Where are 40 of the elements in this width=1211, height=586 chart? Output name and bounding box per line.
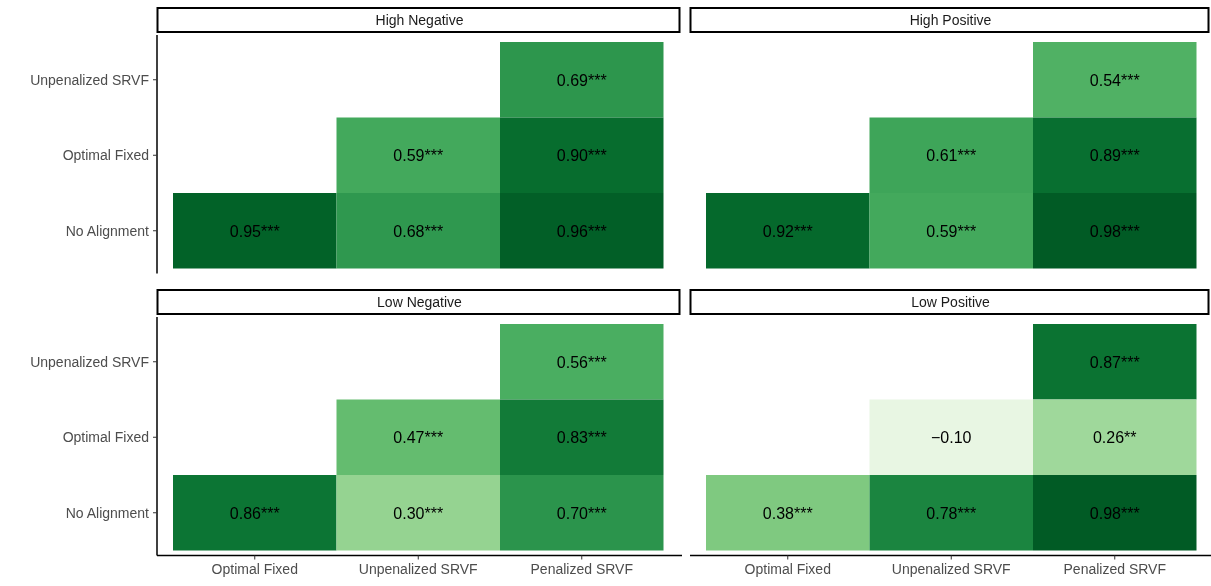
chart-title: Low Negative: [377, 294, 463, 310]
x-tick-label: Optimal Fixed: [211, 560, 298, 577]
x-tick-label: Unpenalized SRVF: [891, 560, 1011, 577]
chart-title: High Positive: [909, 12, 992, 28]
data-label: 0.47***: [393, 429, 444, 447]
y-tick-label: Optimal Fixed: [62, 147, 149, 164]
data-label: 0.59***: [926, 222, 977, 240]
x-tick-label: Penalized SRVF: [530, 560, 633, 577]
data-label: 0.92***: [762, 222, 813, 240]
data-label: 0.54***: [1089, 71, 1140, 89]
x-tick-label: Unpenalized SRVF: [358, 560, 478, 577]
data-label: 0.68***: [393, 222, 444, 240]
data-label: 0.69***: [556, 71, 607, 89]
y-tick-label: No Alignment: [65, 222, 150, 239]
data-label: 0.83***: [556, 429, 607, 447]
data-label: 0.89***: [1089, 147, 1140, 165]
data-label: 0.98***: [1089, 222, 1140, 240]
data-label: 0.61***: [926, 147, 977, 165]
data-label: 0.98***: [1089, 504, 1140, 522]
data-label: 0.87***: [1089, 353, 1140, 371]
data-label: 0.30***: [393, 504, 444, 522]
x-tick-label: Penalized SRVF: [1063, 560, 1166, 577]
chart-title: Low Positive: [911, 294, 991, 310]
chart-title: High Negative: [375, 12, 464, 28]
data-label: 0.56***: [556, 353, 607, 371]
data-label: 0.95***: [229, 222, 280, 240]
y-tick-label: No Alignment: [65, 504, 150, 521]
data-label: 0.90***: [556, 147, 607, 165]
data-label: 0.26**: [1092, 429, 1137, 447]
data-label: 0.96***: [556, 222, 607, 240]
data-label: 0.78***: [926, 504, 977, 522]
y-tick-label: Optimal Fixed: [62, 429, 149, 446]
data-label: 0.38***: [762, 504, 813, 522]
data-label: 0.70***: [556, 504, 607, 522]
data-label: 0.59***: [393, 147, 444, 165]
x-tick-label: Optimal Fixed: [744, 560, 831, 577]
y-tick-label: Unpenalized SRVF: [30, 71, 149, 88]
y-tick-label: Unpenalized SRVF: [30, 353, 149, 370]
data-label: 0.86***: [229, 504, 280, 522]
data-label: −0.10: [931, 429, 972, 447]
